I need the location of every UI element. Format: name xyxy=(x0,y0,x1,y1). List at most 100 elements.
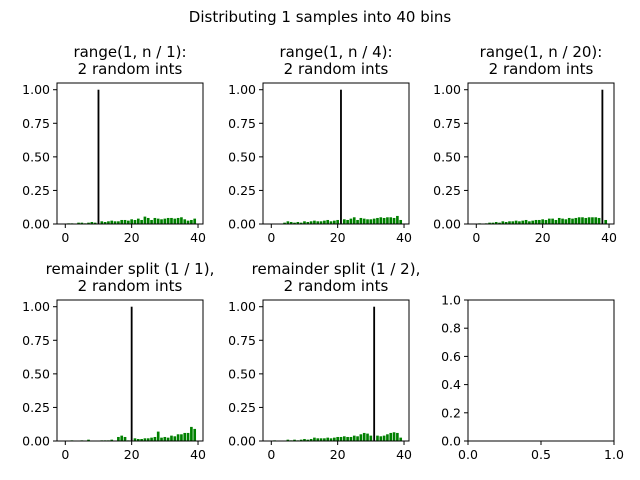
bar xyxy=(120,219,124,224)
bar xyxy=(494,221,498,224)
bar xyxy=(396,215,399,224)
subplot-6: 0.0 0.5 1.0 0.0 0.2 0.4 0.6 0.8 1.0 xyxy=(441,293,624,463)
y-tick-label: 0.25 xyxy=(22,183,50,198)
bar xyxy=(160,219,163,224)
y-tick-label: 1.00 xyxy=(22,82,50,97)
bar xyxy=(386,434,389,441)
y-tick-label: 0.50 xyxy=(433,149,461,164)
bar xyxy=(176,434,180,441)
bar xyxy=(117,221,120,224)
bar xyxy=(100,221,104,224)
axes-frame xyxy=(56,299,204,442)
y-tick-label: 0.25 xyxy=(228,400,256,415)
subplot-title-line: range(1, n / 1): xyxy=(73,43,186,61)
bar xyxy=(508,221,511,224)
y-tick-label: 0.25 xyxy=(433,183,461,198)
bar xyxy=(306,439,310,441)
y-tick-label: 0.25 xyxy=(22,400,50,415)
subplot-4: remainder split (1 / 1),2 random ints 0 20… xyxy=(22,260,214,462)
bar xyxy=(303,221,306,224)
bar xyxy=(369,435,373,441)
y-tick-label: 1.00 xyxy=(228,299,256,314)
x-tick-label: 0.5 xyxy=(531,447,551,462)
bar xyxy=(146,438,150,441)
bar xyxy=(587,217,591,224)
bar xyxy=(286,439,290,441)
bar xyxy=(547,218,551,224)
bar xyxy=(173,436,177,441)
bar xyxy=(597,217,601,224)
subplot-title-line: 2 random ints xyxy=(78,60,183,78)
x-tick-label: 40 xyxy=(601,230,617,245)
bar xyxy=(316,438,320,441)
bar xyxy=(336,219,339,224)
y-tick-label: 1.00 xyxy=(22,299,50,314)
bar xyxy=(376,435,379,441)
bar xyxy=(352,435,356,441)
bar xyxy=(584,217,588,224)
subplot-3: range(1, n / 20):2 random ints 0 20 40 0.00 0… xyxy=(433,43,617,245)
y-tick-label: 0.00 xyxy=(22,434,50,449)
bar xyxy=(541,219,544,224)
bar xyxy=(120,435,124,441)
y-tick-label: 0.00 xyxy=(433,217,461,232)
bar xyxy=(564,219,568,224)
highlight-bar xyxy=(130,306,133,441)
bar xyxy=(313,437,316,441)
bar xyxy=(392,217,396,224)
axes-frame xyxy=(56,82,204,225)
bar xyxy=(396,432,399,441)
bar xyxy=(366,433,369,441)
bar xyxy=(289,221,293,224)
subplot-title-line: range(1, n / 20): xyxy=(480,43,603,61)
bar xyxy=(561,218,564,224)
y-tick-label: 0.00 xyxy=(228,434,256,449)
bar xyxy=(117,436,120,441)
bar xyxy=(183,219,187,224)
bar xyxy=(113,221,117,224)
bar xyxy=(524,219,528,224)
bar xyxy=(581,217,584,224)
bar xyxy=(554,219,558,224)
bar xyxy=(326,219,330,224)
y-tick-label: 0.50 xyxy=(22,366,50,381)
bar xyxy=(491,222,495,224)
bar xyxy=(127,220,130,224)
axes-frame xyxy=(262,299,410,442)
bar xyxy=(140,219,143,224)
bar xyxy=(504,221,508,224)
bar xyxy=(80,222,84,224)
bar xyxy=(316,221,320,224)
figure-title: Distributing 1 samples into 40 bins xyxy=(189,8,452,26)
bar xyxy=(166,217,170,224)
bar xyxy=(183,432,187,441)
bar xyxy=(153,436,157,441)
bar xyxy=(156,431,160,441)
bar xyxy=(186,220,190,224)
bar xyxy=(488,222,491,224)
bar xyxy=(190,426,193,441)
highlight-bar xyxy=(340,89,342,225)
bar xyxy=(366,219,369,224)
bar xyxy=(501,221,505,224)
subplot-title-line: range(1, n / 4): xyxy=(279,43,392,61)
subplot-title-line: 2 random ints xyxy=(489,60,594,78)
bar xyxy=(303,438,306,441)
axes-frame xyxy=(467,82,615,225)
bar xyxy=(143,438,147,441)
bar xyxy=(349,436,353,441)
bar xyxy=(170,435,173,441)
x-tick-label: 20 xyxy=(124,447,140,462)
subplot-title-line: remainder split (1 / 1), xyxy=(46,260,215,278)
bar xyxy=(362,218,366,224)
bar xyxy=(193,218,197,224)
x-tick-label: 40 xyxy=(396,230,412,245)
bar xyxy=(93,222,97,224)
y-tick-label: 1.00 xyxy=(228,82,256,97)
y-tick-label: 0.0 xyxy=(441,434,461,449)
bar xyxy=(186,432,190,441)
subplot-5: remainder split (1 / 2),2 random ints 0 20… xyxy=(228,260,420,462)
bar xyxy=(123,436,127,441)
subplot-title-line: 2 random ints xyxy=(284,60,389,78)
y-tick-label: 0.75 xyxy=(228,333,256,348)
